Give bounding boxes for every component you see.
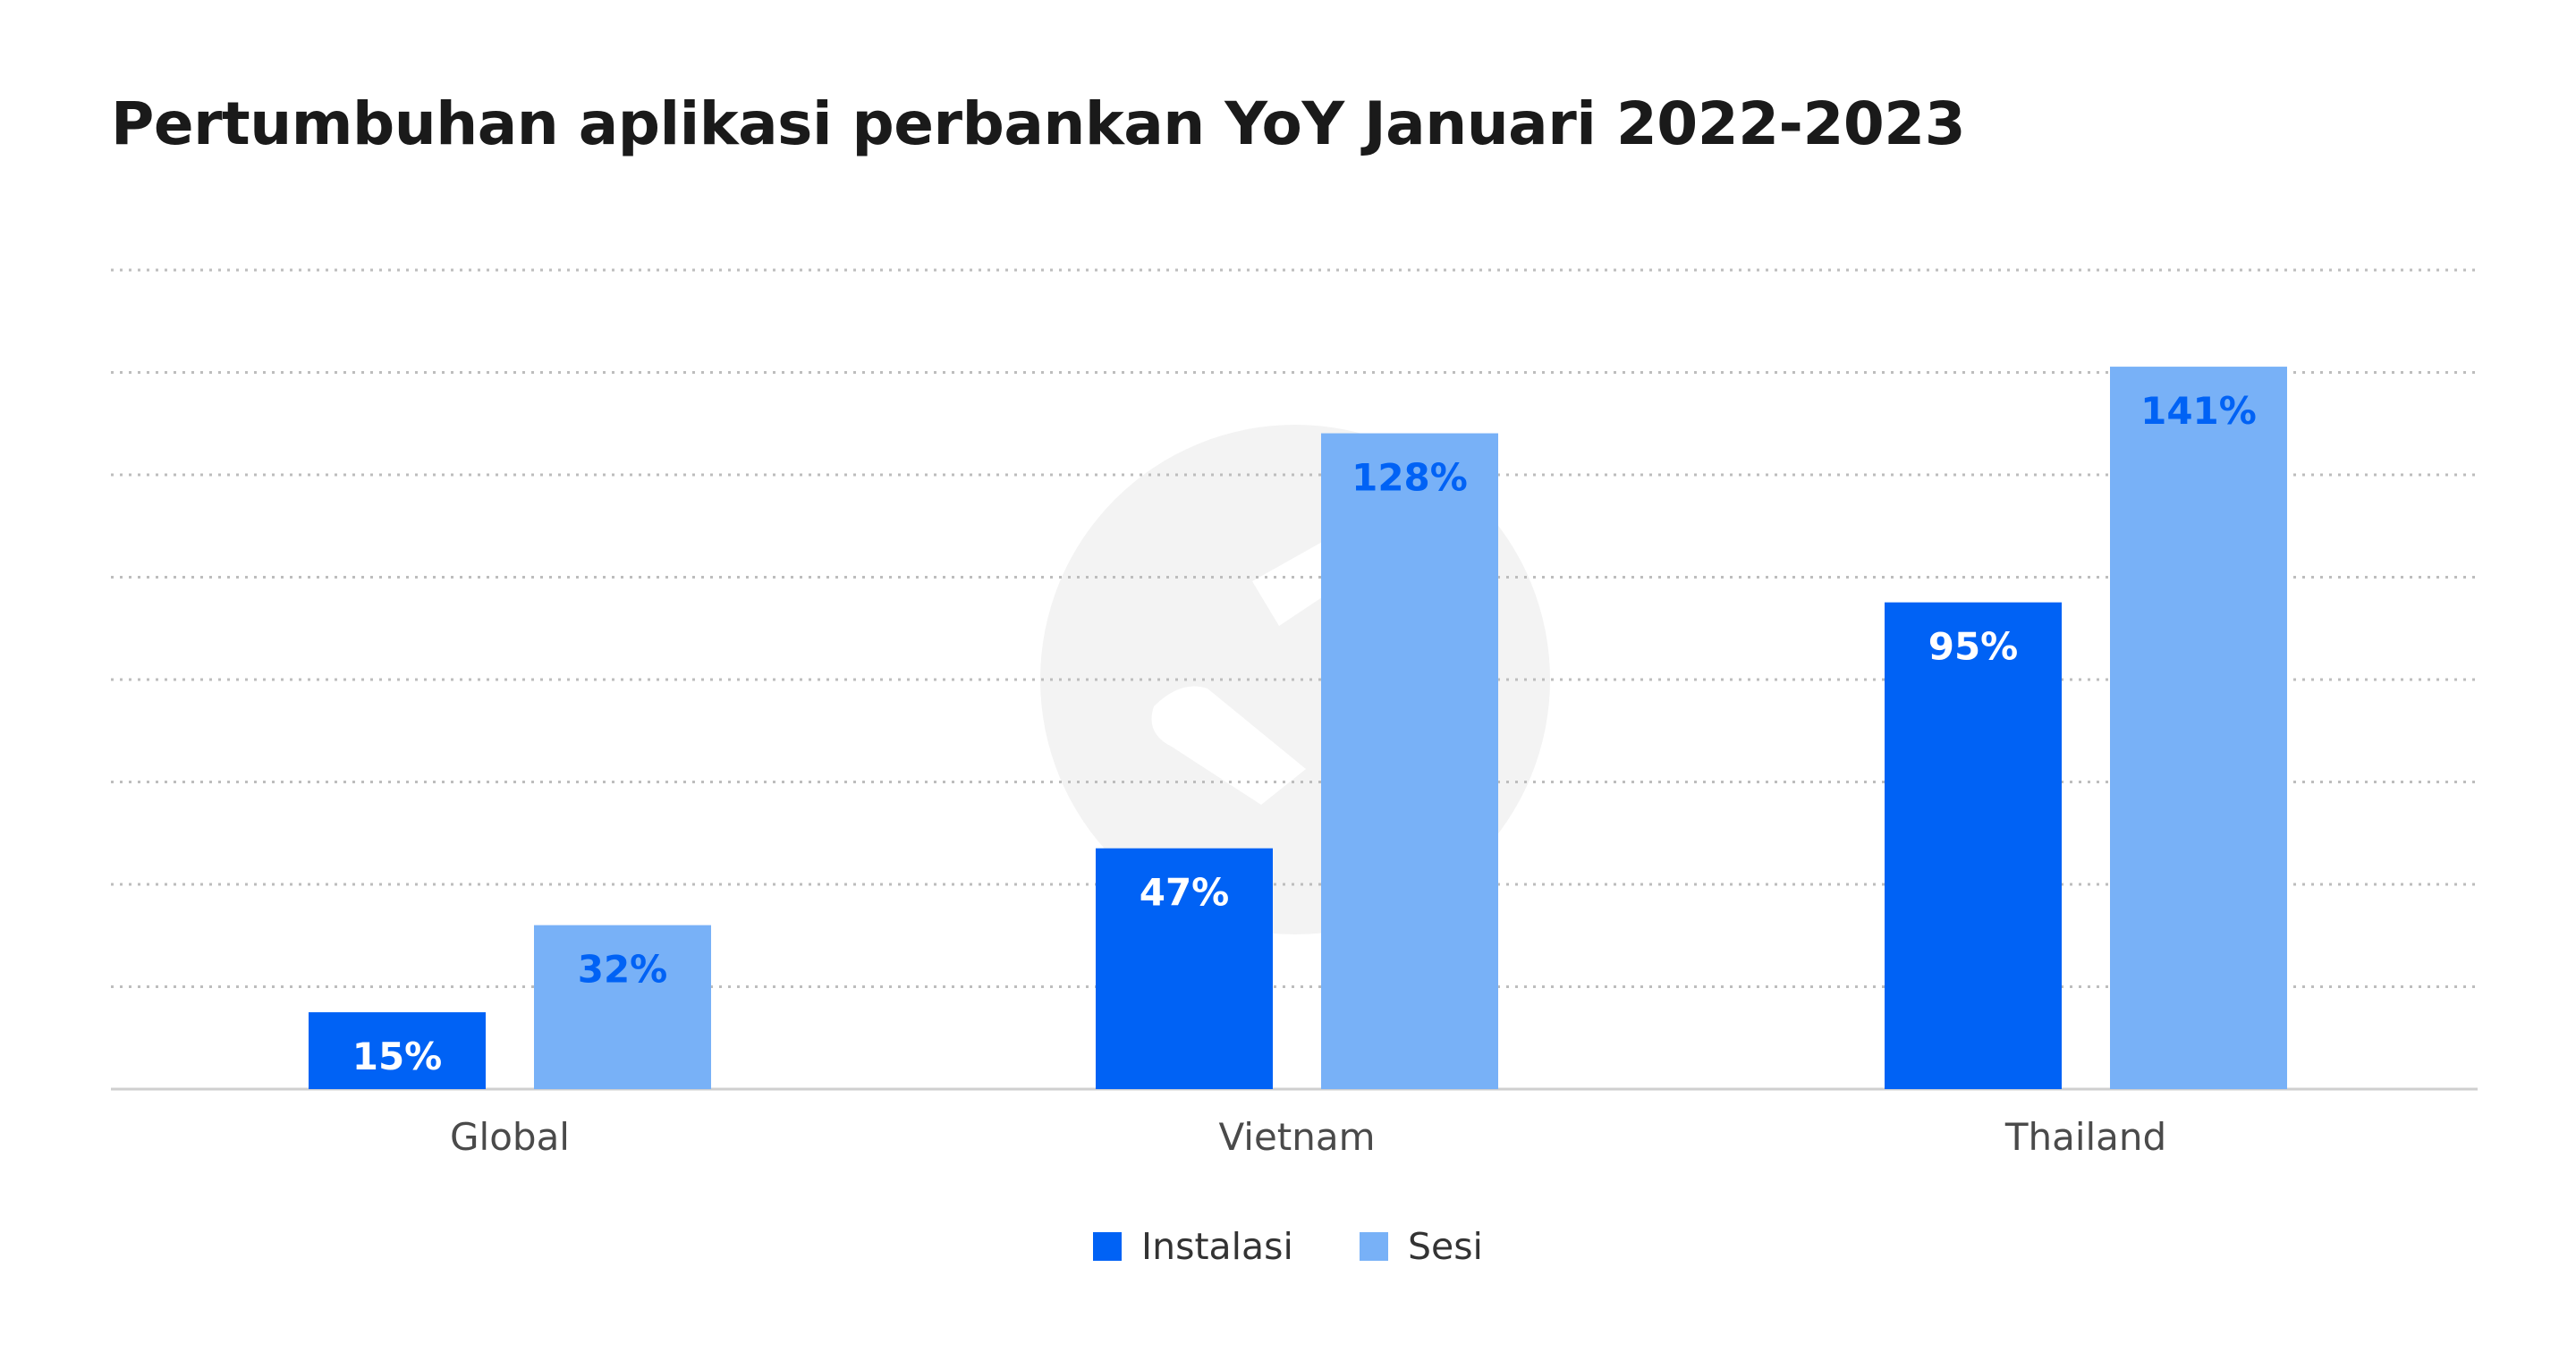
legend: Instalasi Sesi	[0, 1225, 2576, 1268]
legend-label-sesi: Sesi	[1407, 1225, 1483, 1268]
bar-instalasi-global	[309, 1012, 486, 1089]
category-label-global: Global	[450, 1115, 570, 1159]
bar-label-sesi-vietnam: 128%	[1352, 456, 1468, 500]
legend-swatch-sesi	[1359, 1232, 1388, 1261]
grid-lines	[111, 268, 2478, 988]
bar-label-instalasi-vietnam: 47%	[1140, 871, 1230, 915]
category-label-thailand: Thailand	[2004, 1115, 2166, 1159]
bar-instalasi-vietnam	[1096, 848, 1273, 1089]
legend-item-instalasi: Instalasi	[1093, 1225, 1293, 1268]
bar-label-instalasi-global: 15%	[352, 1035, 443, 1078]
bar-sesi-vietnam	[1321, 433, 1498, 1089]
bar-label-instalasi-thailand: 95%	[1928, 625, 2019, 669]
category-labels: Global Vietnam Thailand	[450, 1115, 2166, 1159]
legend-label-instalasi: Instalasi	[1141, 1225, 1293, 1268]
bars-group: 15% 32% 47% 128% 95% 141%	[309, 367, 2287, 1089]
category-label-vietnam: Vietnam	[1218, 1115, 1375, 1159]
chart-title: Pertumbuhan aplikasi perbankan YoY Janua…	[111, 89, 1966, 158]
bar-label-sesi-global: 32%	[578, 948, 668, 992]
legend-item-sesi: Sesi	[1359, 1225, 1483, 1268]
bar-sesi-thailand	[2110, 367, 2287, 1089]
legend-swatch-instalasi	[1093, 1232, 1123, 1261]
bar-label-sesi-thailand: 141%	[2140, 389, 2257, 433]
bar-sesi-global	[534, 925, 711, 1089]
bar-instalasi-thailand	[1885, 602, 2062, 1089]
